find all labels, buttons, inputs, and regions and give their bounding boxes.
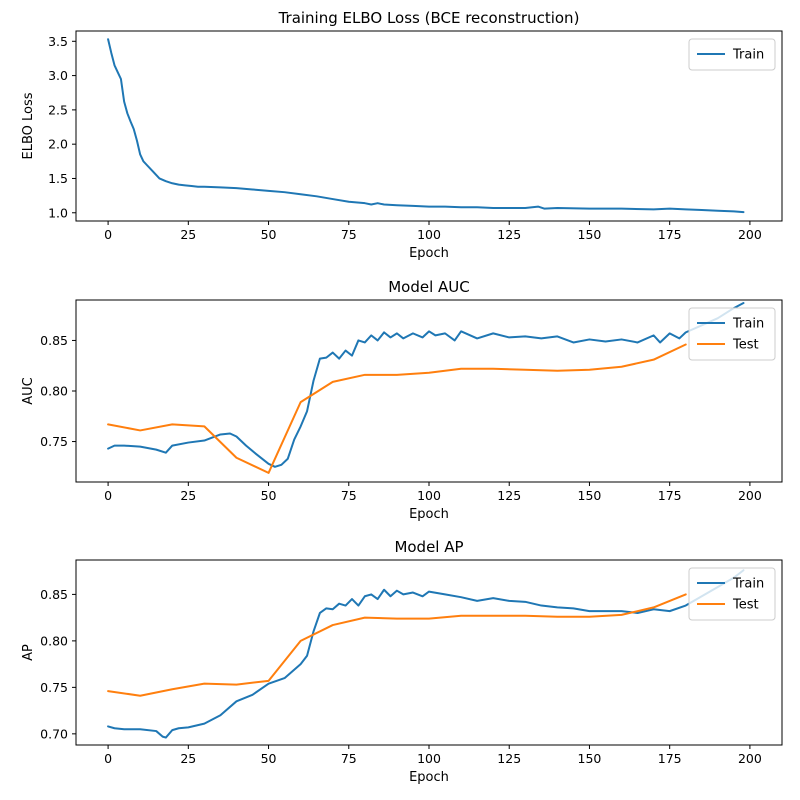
legend-label: Test <box>732 338 759 353</box>
x-tick-label: 25 <box>180 751 196 766</box>
x-tick-label: 175 <box>658 488 682 503</box>
y-tick-label: 3.5 <box>48 34 68 49</box>
y-tick-label: 0.75 <box>40 680 68 695</box>
x-tick-label: 75 <box>341 488 357 503</box>
series-line-train <box>107 38 745 214</box>
x-tick-label: 75 <box>341 751 357 766</box>
x-tick-label: 25 <box>180 488 196 503</box>
legend-label: Train <box>732 48 764 63</box>
x-tick-label: 100 <box>417 751 441 766</box>
legend: Train Test <box>688 307 776 361</box>
x-tick-label: 100 <box>417 488 441 503</box>
y-tick-label: 1.0 <box>48 205 68 220</box>
y-tick-label: 2.5 <box>48 102 68 117</box>
chart-panel-2: 0 25 50 75 100 125 150 175 200 0.75 0.80 0.85 Model … <box>21 278 783 522</box>
y-tick-label: 0.70 <box>40 726 68 741</box>
series-line-train <box>107 569 745 739</box>
x-tick-label: 100 <box>417 227 441 242</box>
x-tick-label: 25 <box>180 227 196 242</box>
y-tick-label: 2.0 <box>48 137 68 152</box>
series-line-test <box>107 343 687 474</box>
y-axis-label: AP <box>21 644 36 661</box>
axes-frame <box>75 30 783 222</box>
axes-frame <box>75 299 783 483</box>
legend-label: Test <box>732 598 759 613</box>
x-tick-label: 50 <box>261 488 277 503</box>
x-tick-label: 150 <box>578 227 602 242</box>
y-tick-label: 0.80 <box>40 384 68 399</box>
legend-label: Train <box>732 577 764 592</box>
y-tick-label: 0.80 <box>40 633 68 648</box>
chart-title: Training ELBO Loss (BCE reconstruction) <box>278 9 580 27</box>
x-tick-label: 150 <box>578 488 602 503</box>
chart-title: Model AUC <box>388 278 470 296</box>
x-tick-label: 175 <box>658 751 682 766</box>
axes-frame <box>75 559 783 746</box>
chart-panel-3: 0 25 50 75 100 125 150 175 200 0.70 0.75 0.80 0.85 Mo… <box>21 538 783 785</box>
x-tick-label: 125 <box>497 751 521 766</box>
y-tick-label: 1.5 <box>48 171 68 186</box>
y-tick-label: 0.75 <box>40 434 68 449</box>
legend-box <box>688 567 776 621</box>
x-tick-label: 50 <box>261 227 277 242</box>
x-axis-label: Epoch <box>409 507 449 522</box>
chart-panel-1: 0 25 50 75 100 125 150 175 200 1.0 1.5 2.0 2.5 3.0 3.5… <box>21 9 783 261</box>
x-tick-label: 150 <box>578 751 602 766</box>
y-tick-label: 3.0 <box>48 68 68 83</box>
legend: Train Test <box>688 567 776 621</box>
legend-box <box>688 38 776 71</box>
y-axis-label: ELBO Loss <box>21 92 36 159</box>
x-tick-label: 75 <box>341 227 357 242</box>
x-tick-label: 200 <box>738 751 762 766</box>
x-tick-label: 0 <box>104 488 112 503</box>
legend-label: Train <box>732 317 764 332</box>
chart-title: Model AP <box>394 538 463 556</box>
y-tick-label: 0.85 <box>40 587 68 602</box>
x-tick-label: 125 <box>497 488 521 503</box>
y-tick-label: 0.85 <box>40 333 68 348</box>
x-tick-label: 200 <box>738 227 762 242</box>
x-tick-label: 125 <box>497 227 521 242</box>
series-line-test <box>107 593 687 697</box>
x-tick-label: 0 <box>104 227 112 242</box>
legend: Train <box>688 38 776 71</box>
x-axis-label: Epoch <box>409 770 449 785</box>
x-tick-label: 175 <box>658 227 682 242</box>
series-line-train <box>107 302 745 468</box>
legend-box <box>688 307 776 361</box>
y-axis-label: AUC <box>21 377 36 405</box>
x-tick-label: 200 <box>738 488 762 503</box>
x-tick-label: 0 <box>104 751 112 766</box>
x-axis-label: Epoch <box>409 246 449 261</box>
x-tick-label: 50 <box>261 751 277 766</box>
